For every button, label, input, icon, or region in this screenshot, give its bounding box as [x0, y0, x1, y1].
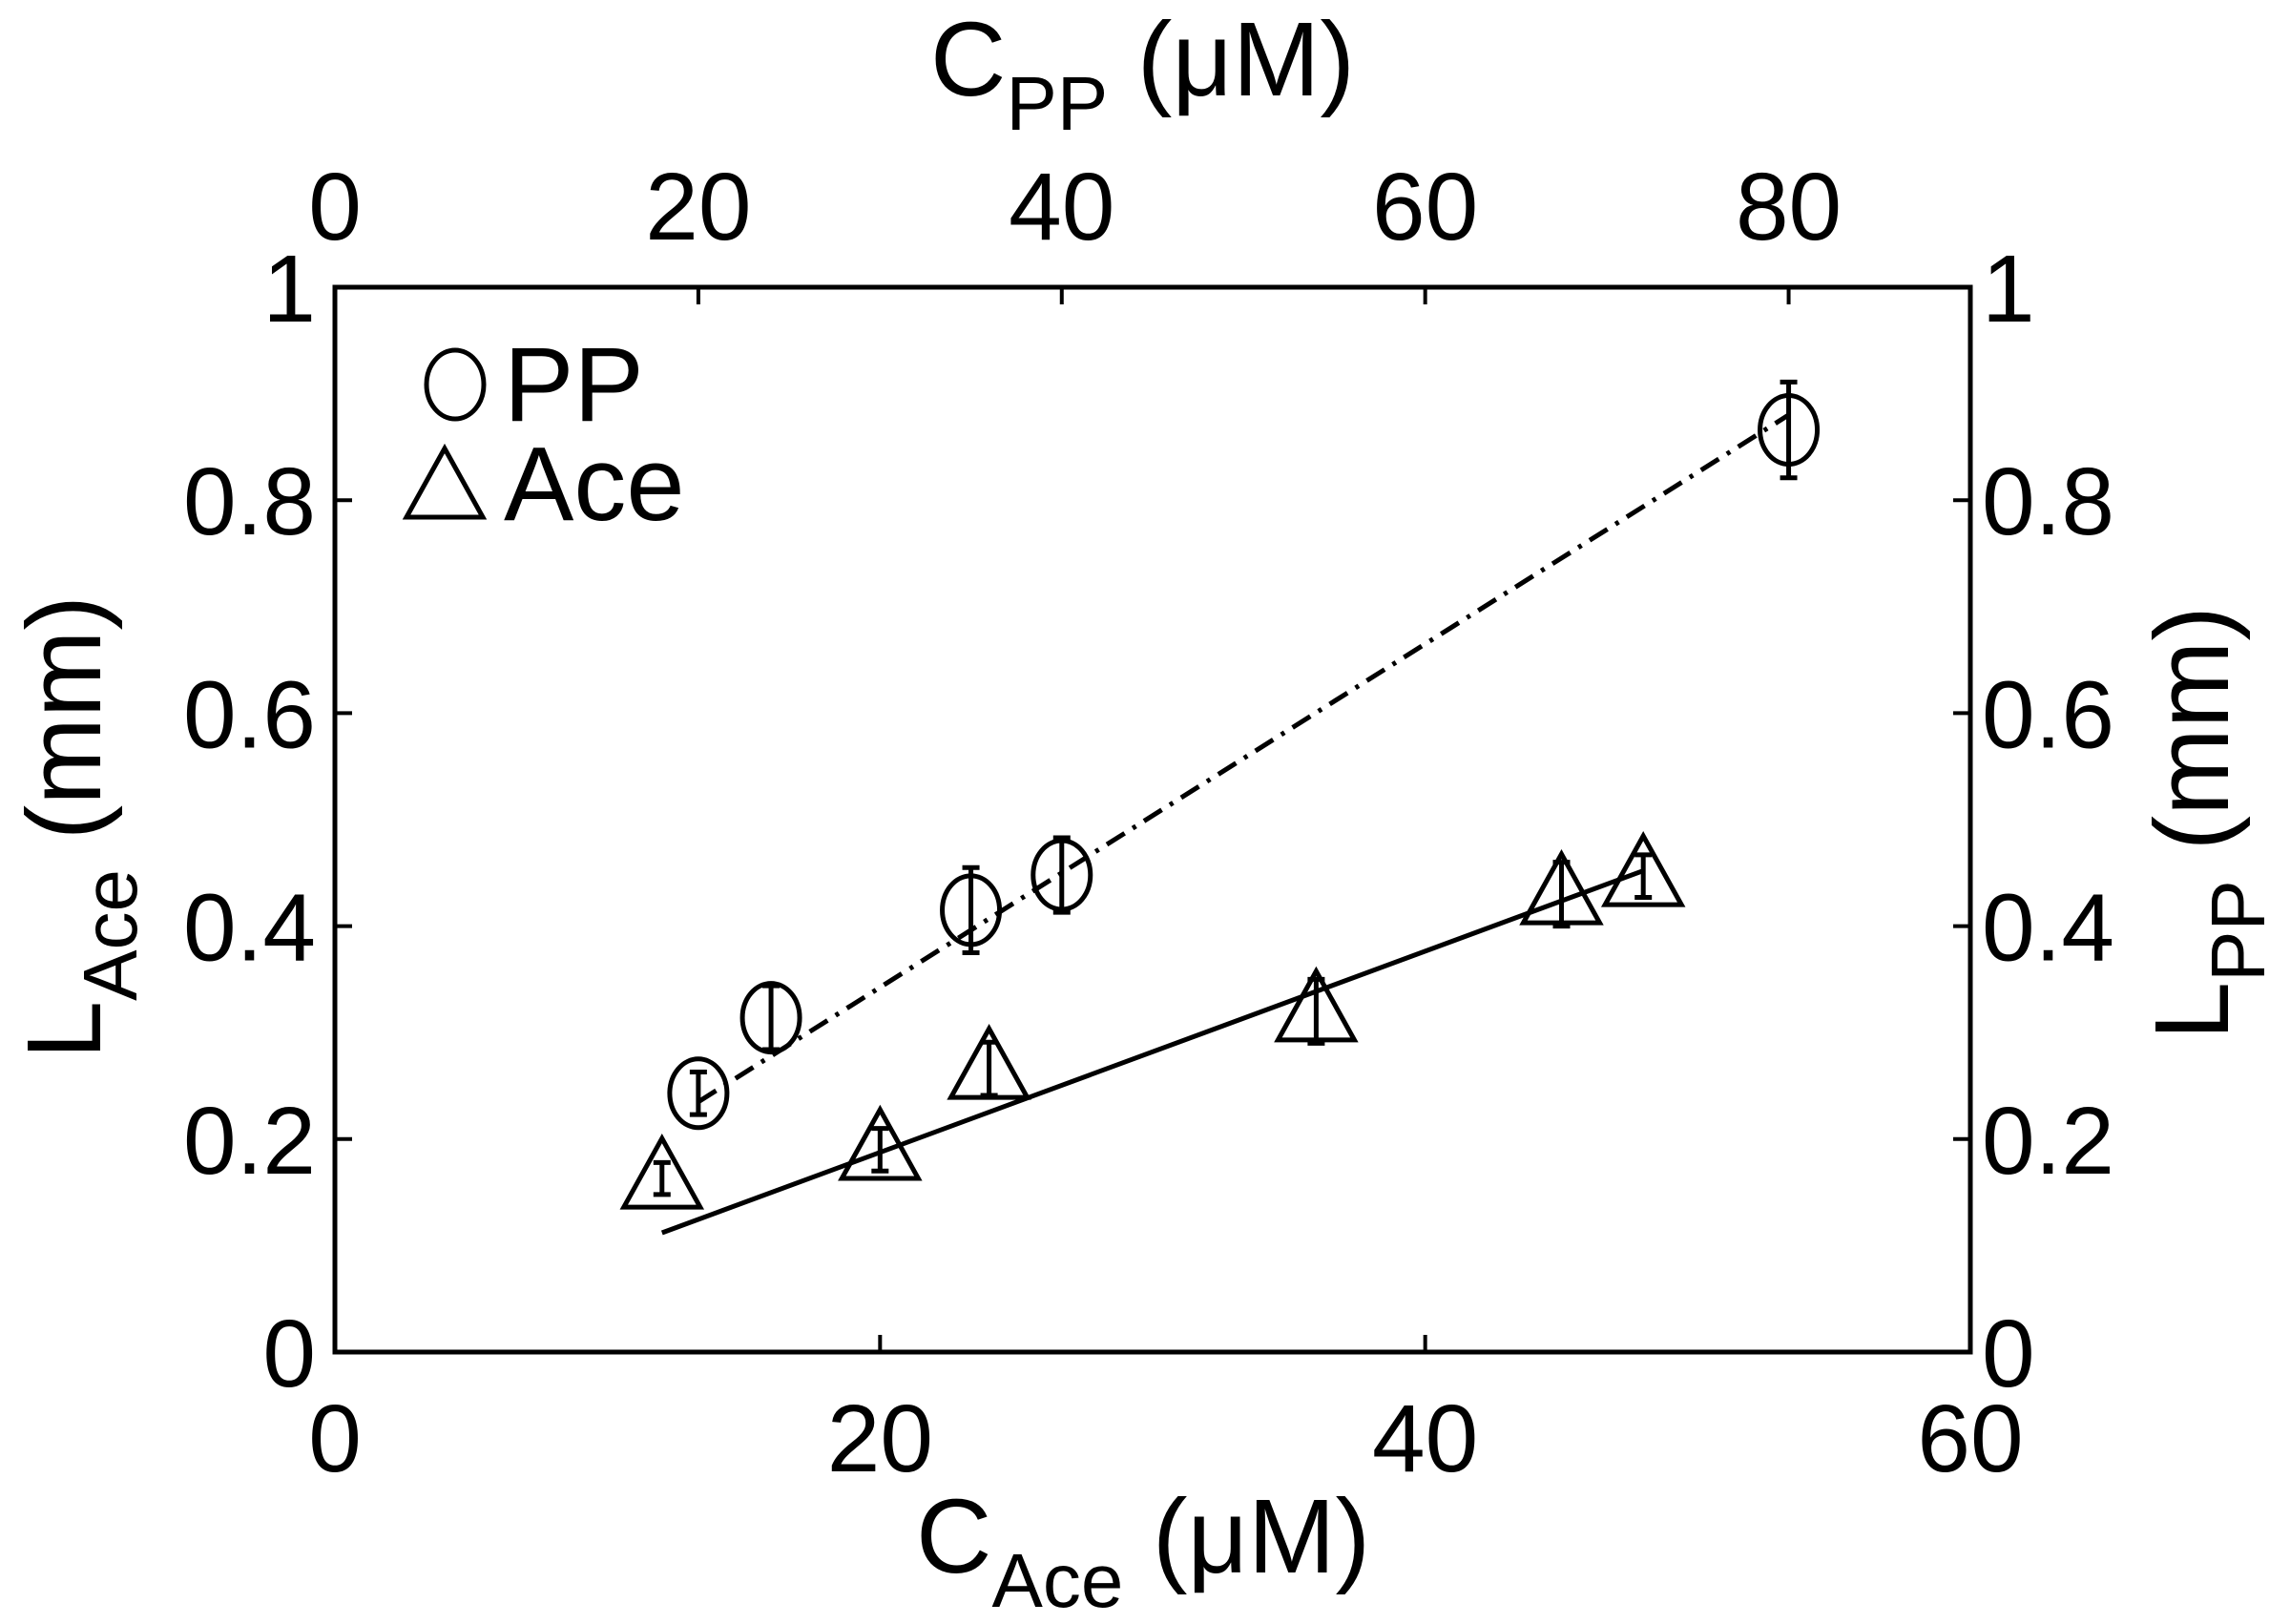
legend-label: Ace: [504, 426, 685, 543]
y-right-tick-label: 0: [1982, 1301, 2035, 1407]
data-point-ace: [1519, 848, 1604, 926]
x-top-tick-label: 40: [1009, 154, 1114, 260]
y-axis-right-label-main: L: [2134, 982, 2251, 1040]
y-left-tick-label: 1: [262, 236, 316, 343]
y-right-tick-label: 0.4: [1982, 875, 2114, 982]
x-top-tick-label: 20: [645, 154, 751, 260]
data-point-pp: [1758, 393, 1821, 468]
plot-marks: [619, 379, 1821, 1236]
x-axis-bottom-label-unit: (μM): [1123, 1478, 1370, 1595]
x-axis-bottom-label: CAce (μM): [916, 1478, 1370, 1623]
data-point-pp: [1030, 838, 1093, 912]
y-right-tick-label: 0.6: [1982, 661, 2114, 768]
y-axis-right-label-unit: (mm): [2134, 606, 2251, 880]
y-left-tick-label: 0.4: [183, 875, 316, 982]
x-top-tick-label: 0: [308, 154, 362, 260]
x-bottom-tick-label: 0: [308, 1385, 362, 1492]
x-axis-top-label-main: C: [930, 1, 1006, 118]
x-axis-bottom-label-main: C: [916, 1478, 991, 1595]
x-top-tick-label: 80: [1736, 154, 1842, 260]
series-pp: [667, 379, 1821, 1131]
legend-label: PP: [504, 326, 644, 444]
x-bottom-tick-label: 60: [1917, 1385, 2023, 1492]
legend-marker-triangle-icon: [402, 443, 488, 520]
plot-frame: [332, 284, 1973, 1355]
x-axis-top-label: CPP (μM): [930, 1, 1355, 146]
x-top-tick-label: 60: [1372, 154, 1478, 260]
data-point-ace: [947, 1023, 1031, 1100]
y-axis-left-label-unit: (mm): [6, 595, 123, 869]
data-point-pp: [940, 873, 1003, 947]
data-point-pp: [739, 981, 802, 1055]
data-point-ace: [619, 1133, 705, 1210]
x-axis-top-label-sub: PP: [1006, 61, 1108, 146]
y-axis-right-label-sub: PP: [2196, 880, 2280, 982]
y-right-tick-label: 0.8: [1982, 448, 2114, 555]
x-axis-bottom-label-sub: Ace: [991, 1538, 1123, 1623]
x-bottom-tick-label: 20: [827, 1385, 933, 1492]
fit-line-pp: [697, 412, 1790, 1104]
axis-ticks: 0 20 40 600 20 40 60 800 00.2 0.20.4 0.40.6 0.60.8 0…: [183, 154, 2114, 1492]
y-left-tick-label: 0.6: [183, 661, 316, 768]
y-left-tick-label: 0: [262, 1301, 316, 1407]
y-axis-left-label-sub: Ace: [68, 869, 153, 1001]
y-right-tick-label: 1: [1982, 236, 2035, 343]
legend-marker-circle-icon: [424, 347, 487, 422]
series-ace: [619, 831, 1686, 1236]
fit-line-ace: [660, 868, 1645, 1236]
x-axis-top-label-unit: (μM): [1108, 1, 1355, 118]
y-axis-left-label-main: L: [6, 1001, 123, 1059]
data-point-ace: [1274, 966, 1359, 1043]
y-left-tick-label: 0.2: [183, 1088, 316, 1195]
x-bottom-tick-label: 40: [1372, 1385, 1478, 1492]
data-point-ace: [838, 1104, 923, 1181]
y-left-tick-label: 0.8: [183, 448, 316, 555]
y-axis-right-label: LPP (mm): [2134, 606, 2280, 1040]
y-axis-left-label: LAce (mm): [6, 595, 153, 1059]
data-point-ace: [1600, 831, 1686, 907]
y-right-tick-label: 0.2: [1982, 1088, 2114, 1195]
data-point-pp: [667, 1056, 730, 1131]
